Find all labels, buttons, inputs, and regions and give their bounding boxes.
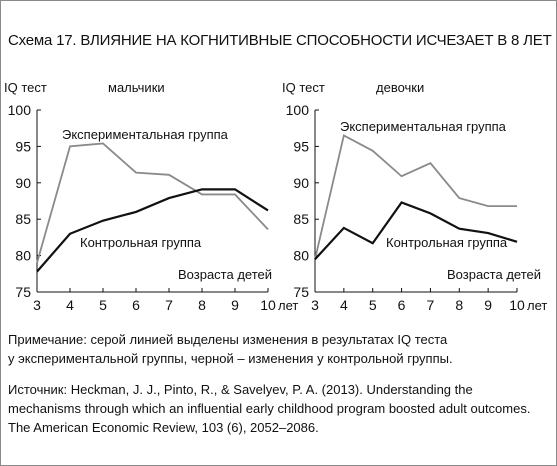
y-tick-label: 90 — [15, 175, 31, 191]
y-tick-label: 75 — [293, 284, 309, 300]
x-tick-label: 4 — [340, 297, 348, 313]
x-tick-label: 4 — [66, 297, 74, 313]
x-tick-label: 10 — [260, 297, 276, 313]
y-tick-label: 85 — [15, 211, 31, 227]
x-tick-label: 3 — [311, 297, 319, 313]
series-line-control — [314, 201, 518, 260]
x-tick-label: 6 — [398, 297, 406, 313]
series-label-control: Контрольная группа — [386, 235, 508, 250]
x-axis-label: Возраста детей — [178, 267, 272, 282]
x-axis-label: Возраста детей — [447, 267, 541, 282]
x-tick-label: 5 — [99, 297, 107, 313]
x-tick-label: 9 — [231, 297, 239, 313]
note-line-1: Примечание: серой линией выделены измене… — [8, 332, 448, 347]
source-line-1: Источник: Heckman, J. J., Pinto, R., & S… — [8, 382, 473, 397]
series-line-experimental — [36, 142, 269, 264]
y-tick-label: 80 — [15, 248, 31, 264]
y-tick-label: 80 — [293, 248, 309, 264]
figure-title: Схема 17. ВЛИЯНИЕ НА КОГНИТИВНЫЕ СПОСОБН… — [8, 32, 552, 49]
x-unit-label: лет — [527, 298, 547, 313]
x-tick-label: 5 — [369, 297, 377, 313]
series-label-experimental: Экспериментальная группа — [340, 119, 507, 134]
y-tick-label: 90 — [293, 175, 309, 191]
note-block: Примечание: серой линией выделены измене… — [8, 330, 548, 368]
x-tick-label: 6 — [132, 297, 140, 313]
x-tick-label: 7 — [427, 297, 435, 313]
y-tick-label: 95 — [293, 138, 309, 154]
y-tick-label: 95 — [15, 138, 31, 154]
source-block: Источник: Heckman, J. J., Pinto, R., & S… — [8, 380, 548, 437]
series-label-control: Контрольная группа — [80, 235, 202, 250]
series-label-experimental: Экспериментальная группа — [62, 127, 229, 142]
x-tick-label: 8 — [198, 297, 206, 313]
y-axis-label: IQ тест — [282, 80, 325, 95]
source-line-2: mechanisms through which an influential … — [8, 401, 531, 416]
y-axis-label: IQ тест — [4, 80, 47, 95]
panel-title: мальчики — [108, 80, 165, 95]
y-tick-label: 85 — [293, 211, 309, 227]
x-tick-label: 3 — [33, 297, 41, 313]
x-tick-label: 10 — [509, 297, 525, 313]
chart-panel-2: IQ тест девочки 75 80 85 90 95 100 3 4 5 6 7 8 9 10 лет В… — [282, 80, 547, 313]
x-unit-label: лет — [278, 298, 298, 313]
series-line-experimental — [314, 134, 517, 260]
x-tick-label: 7 — [165, 297, 173, 313]
source-line-3: The American Economic Review, 103 (6), 2… — [8, 420, 319, 435]
panel-title: девочки — [376, 80, 424, 95]
y-tick-label: 100 — [286, 102, 310, 118]
x-tick-label: 9 — [484, 297, 492, 313]
note-line-2: у экспериментальной группы, черной – изм… — [8, 351, 453, 366]
y-tick-label: 100 — [8, 102, 32, 118]
x-tick-label: 8 — [455, 297, 463, 313]
chart-panel-1: IQ тест мальчики 75 80 85 90 95 100 3 4 5 6 7 8 9 10 лет… — [4, 80, 298, 313]
y-tick-label: 75 — [15, 284, 31, 300]
series-line-control — [36, 188, 269, 273]
